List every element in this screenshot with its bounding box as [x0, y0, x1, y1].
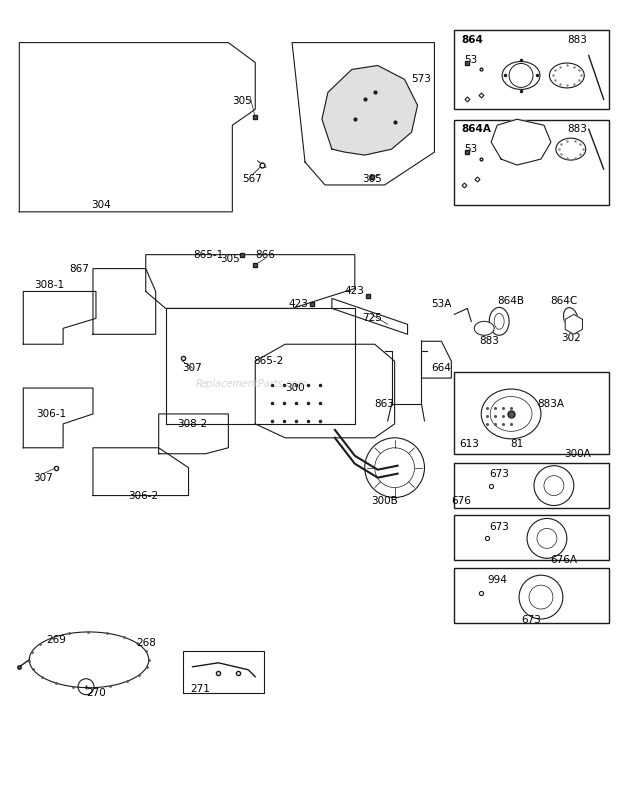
Text: 305: 305	[232, 96, 252, 107]
Bar	[454, 568, 609, 623]
Text: 865-2: 865-2	[253, 356, 283, 366]
Text: 676A: 676A	[550, 556, 577, 565]
Circle shape	[179, 431, 198, 451]
Text: 308-2: 308-2	[177, 419, 208, 429]
Text: 883: 883	[567, 34, 587, 45]
Polygon shape	[19, 43, 255, 212]
Polygon shape	[166, 308, 355, 424]
Text: 53: 53	[464, 54, 478, 64]
Circle shape	[534, 466, 574, 505]
Polygon shape	[93, 448, 188, 496]
Text: 673: 673	[489, 469, 509, 478]
Text: 423: 423	[288, 299, 308, 310]
Text: 867: 867	[69, 263, 89, 274]
Text: 300: 300	[285, 383, 305, 393]
Polygon shape	[93, 268, 156, 334]
Ellipse shape	[474, 322, 494, 335]
Text: 308-1: 308-1	[34, 279, 64, 290]
Circle shape	[47, 57, 190, 201]
Text: 305: 305	[362, 174, 381, 184]
Text: 865-1: 865-1	[193, 250, 224, 259]
Ellipse shape	[490, 396, 532, 431]
Text: 302: 302	[561, 334, 581, 343]
Text: 423: 423	[345, 287, 365, 296]
Text: R: R	[195, 379, 202, 389]
Text: 883A: 883A	[538, 399, 564, 409]
Bar	[454, 516, 609, 560]
Polygon shape	[332, 298, 407, 334]
Bar	[182, 651, 264, 693]
Circle shape	[537, 529, 557, 548]
Text: 81: 81	[510, 439, 524, 449]
Ellipse shape	[489, 307, 509, 335]
Text: 864A: 864A	[461, 124, 491, 135]
Text: 864C: 864C	[550, 296, 577, 306]
Circle shape	[64, 75, 174, 184]
Text: 864B: 864B	[498, 296, 525, 306]
Ellipse shape	[556, 139, 586, 160]
Circle shape	[527, 518, 567, 558]
Ellipse shape	[549, 63, 584, 88]
Polygon shape	[146, 255, 355, 308]
Text: 863: 863	[374, 399, 394, 409]
Polygon shape	[159, 414, 228, 454]
Polygon shape	[422, 341, 451, 378]
Ellipse shape	[481, 389, 541, 439]
Text: 269: 269	[46, 635, 66, 645]
Bar	[454, 120, 609, 205]
Polygon shape	[565, 314, 582, 334]
Bar	[454, 372, 609, 454]
Text: eplacementParts.com: eplacementParts.com	[200, 379, 308, 389]
Ellipse shape	[502, 61, 540, 89]
Text: 300B: 300B	[371, 496, 398, 505]
Circle shape	[519, 576, 563, 619]
Text: 305: 305	[221, 254, 240, 263]
Circle shape	[365, 438, 425, 498]
Circle shape	[568, 318, 580, 330]
Text: 725: 725	[362, 314, 382, 323]
Bar	[454, 462, 609, 508]
Text: 307: 307	[33, 473, 53, 482]
Text: 883: 883	[567, 124, 587, 135]
Circle shape	[544, 476, 564, 496]
Circle shape	[78, 679, 94, 695]
Polygon shape	[24, 388, 93, 448]
Text: 866: 866	[255, 250, 275, 259]
Text: 304: 304	[91, 200, 111, 210]
Polygon shape	[491, 119, 551, 165]
Bar	[454, 29, 609, 109]
Text: 676: 676	[451, 496, 471, 505]
Text: 573: 573	[412, 75, 432, 84]
Text: 306-2: 306-2	[128, 490, 158, 501]
Text: 664: 664	[432, 363, 451, 373]
Text: 306-1: 306-1	[36, 409, 66, 419]
Text: 307: 307	[183, 363, 202, 373]
Polygon shape	[24, 291, 96, 344]
Text: 673: 673	[489, 522, 509, 533]
Circle shape	[513, 135, 529, 150]
Polygon shape	[292, 43, 435, 185]
Text: 567: 567	[242, 174, 262, 184]
Text: 994: 994	[487, 576, 507, 585]
Text: 268: 268	[136, 638, 156, 648]
Text: 53: 53	[464, 144, 478, 154]
Polygon shape	[255, 344, 394, 438]
Circle shape	[509, 64, 533, 88]
Text: 864: 864	[461, 34, 483, 45]
Circle shape	[374, 448, 415, 488]
Text: 53A: 53A	[432, 299, 451, 310]
Circle shape	[529, 585, 553, 609]
Text: 271: 271	[190, 684, 210, 693]
Ellipse shape	[564, 307, 578, 329]
Text: 613: 613	[459, 439, 479, 449]
Ellipse shape	[494, 314, 504, 330]
Text: 883: 883	[479, 336, 499, 346]
Text: 300A: 300A	[564, 449, 591, 458]
Polygon shape	[322, 65, 417, 155]
Text: 270: 270	[86, 688, 106, 697]
Ellipse shape	[507, 131, 535, 153]
Text: 673: 673	[521, 615, 541, 625]
Circle shape	[127, 466, 151, 490]
